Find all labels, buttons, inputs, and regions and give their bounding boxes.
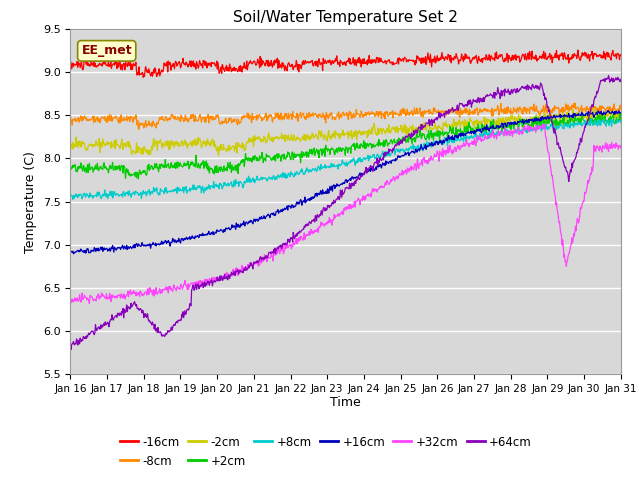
+16cm <box>604 108 612 113</box>
-2cm <box>215 153 223 158</box>
-16cm <box>542 57 550 62</box>
+64cm <box>482 94 490 100</box>
-8cm <box>542 101 550 107</box>
+32cm <box>543 140 550 145</box>
+32cm <box>211 276 218 281</box>
-8cm <box>459 108 467 114</box>
+64cm <box>67 343 74 349</box>
+64cm <box>67 347 75 352</box>
+32cm <box>617 145 625 151</box>
+2cm <box>127 173 134 179</box>
+32cm <box>127 292 135 298</box>
-8cm <box>135 126 143 132</box>
+32cm <box>302 233 310 239</box>
-2cm <box>482 121 490 127</box>
+2cm <box>617 111 625 117</box>
+8cm <box>127 194 135 200</box>
+64cm <box>617 76 625 82</box>
+8cm <box>482 131 490 136</box>
Line: +2cm: +2cm <box>70 113 621 179</box>
+64cm <box>127 300 135 306</box>
-16cm <box>67 59 74 64</box>
+8cm <box>67 191 74 196</box>
-8cm <box>617 106 625 112</box>
-2cm <box>127 143 134 148</box>
+16cm <box>127 245 135 251</box>
+2cm <box>134 176 142 182</box>
-16cm <box>617 52 625 58</box>
-2cm <box>210 144 218 150</box>
-16cm <box>574 47 582 53</box>
Line: -2cm: -2cm <box>70 108 621 156</box>
+16cm <box>302 197 310 203</box>
-2cm <box>302 137 310 143</box>
+16cm <box>459 131 467 136</box>
-8cm <box>571 100 579 106</box>
X-axis label: Time: Time <box>330 396 361 408</box>
+16cm <box>617 110 625 116</box>
+32cm <box>459 144 467 150</box>
+8cm <box>69 196 77 202</box>
-8cm <box>67 113 74 119</box>
Line: +64cm: +64cm <box>70 76 621 349</box>
+2cm <box>459 133 467 139</box>
+16cm <box>542 117 550 122</box>
-16cm <box>302 60 310 66</box>
Line: +32cm: +32cm <box>70 124 621 304</box>
+8cm <box>617 120 625 126</box>
+32cm <box>482 134 490 140</box>
+2cm <box>302 149 310 155</box>
-8cm <box>482 106 490 112</box>
-2cm <box>67 141 74 146</box>
+32cm <box>86 301 93 307</box>
+2cm <box>482 124 490 130</box>
-2cm <box>459 118 467 124</box>
+8cm <box>302 168 310 174</box>
+2cm <box>616 110 623 116</box>
-2cm <box>617 113 625 119</box>
-8cm <box>211 116 218 122</box>
Line: -8cm: -8cm <box>70 103 621 129</box>
+64cm <box>211 277 218 283</box>
+8cm <box>459 136 467 142</box>
+32cm <box>67 296 74 302</box>
+32cm <box>540 121 548 127</box>
-16cm <box>127 60 134 65</box>
-8cm <box>302 117 310 122</box>
-16cm <box>482 57 490 63</box>
+16cm <box>211 231 218 237</box>
Legend: -16cm, -8cm, -2cm, +2cm, +8cm, +16cm, +32cm, +64cm: -16cm, -8cm, -2cm, +2cm, +8cm, +16cm, +3… <box>120 435 532 468</box>
Line: +8cm: +8cm <box>70 119 621 199</box>
+8cm <box>542 121 550 127</box>
-16cm <box>459 57 467 62</box>
Line: +16cm: +16cm <box>70 110 621 254</box>
+64cm <box>302 221 310 227</box>
-8cm <box>127 113 134 119</box>
+64cm <box>459 103 467 108</box>
Y-axis label: Temperature (C): Temperature (C) <box>24 151 37 252</box>
+16cm <box>482 126 490 132</box>
+64cm <box>605 73 612 79</box>
+64cm <box>542 96 550 101</box>
+16cm <box>67 249 74 255</box>
+16cm <box>70 251 77 257</box>
+2cm <box>67 168 74 173</box>
-16cm <box>140 74 147 80</box>
-2cm <box>542 119 550 124</box>
Text: EE_met: EE_met <box>81 44 132 57</box>
-2cm <box>590 106 598 111</box>
+8cm <box>587 116 595 122</box>
Title: Soil/Water Temperature Set 2: Soil/Water Temperature Set 2 <box>233 10 458 25</box>
+2cm <box>542 120 550 125</box>
Line: -16cm: -16cm <box>70 50 621 77</box>
+8cm <box>211 185 218 191</box>
+2cm <box>211 171 218 177</box>
-16cm <box>211 60 218 66</box>
